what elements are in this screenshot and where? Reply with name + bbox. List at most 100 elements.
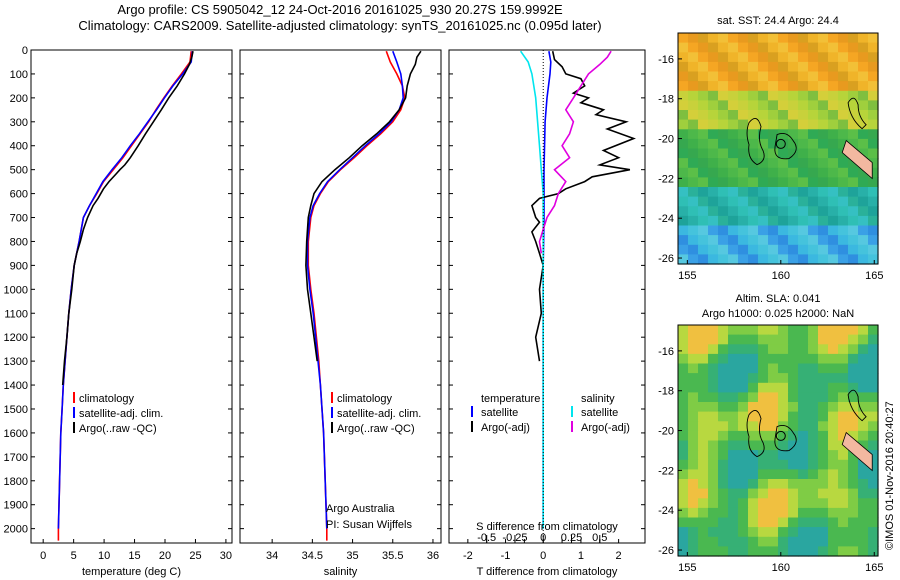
sst-map-cell bbox=[728, 138, 739, 150]
sst-map-cell bbox=[868, 61, 879, 73]
sla-map-cell bbox=[768, 546, 779, 557]
sla-map-cell bbox=[868, 517, 879, 528]
sst-map-cell bbox=[818, 148, 829, 159]
sla-map-cell bbox=[818, 488, 829, 499]
sst-map-cell bbox=[848, 138, 859, 150]
sst-map-cell bbox=[838, 187, 849, 198]
sla-map-cell bbox=[718, 450, 729, 461]
sla-map-cell bbox=[778, 507, 789, 519]
sst-map-cell bbox=[708, 187, 719, 198]
sla-map-cell bbox=[798, 469, 809, 480]
sst-map-cell bbox=[858, 167, 869, 178]
sla-map-cell bbox=[728, 527, 739, 538]
sla-map-cell bbox=[818, 546, 829, 557]
sla-map-lon-tick-label: 160 bbox=[772, 562, 790, 574]
sst-map-cell bbox=[858, 129, 869, 140]
sst-map-cell bbox=[738, 196, 749, 207]
sla-map-cell bbox=[858, 421, 869, 432]
sla-map-cell bbox=[868, 450, 879, 461]
sst-map-cell bbox=[798, 148, 809, 159]
sla-map-cell bbox=[808, 498, 819, 509]
sst-map-cell bbox=[678, 42, 689, 53]
sla-map-cell bbox=[678, 479, 689, 490]
sla-map-cell bbox=[758, 498, 769, 509]
sla-map-cell bbox=[808, 334, 819, 345]
sst-map-cell bbox=[838, 177, 849, 188]
sst-map-cell bbox=[868, 148, 879, 159]
sst-map-cell bbox=[758, 129, 769, 140]
sla-map-cell bbox=[728, 536, 739, 547]
sst-map-cell bbox=[818, 129, 829, 140]
sst-map-cell bbox=[848, 158, 859, 169]
sst-map-cell bbox=[758, 119, 769, 130]
sla-map-cell bbox=[758, 325, 769, 336]
sst-map-cell bbox=[678, 33, 689, 44]
sla-map-cell bbox=[848, 430, 859, 442]
sla-map-cell bbox=[788, 373, 799, 384]
sla-map-cell bbox=[678, 334, 689, 345]
sst-map-cell bbox=[718, 167, 729, 178]
sla-map-cell bbox=[828, 479, 839, 490]
sla-map-cell bbox=[828, 392, 839, 403]
sla-map-cell bbox=[698, 479, 709, 490]
sst-map-cell bbox=[828, 138, 839, 150]
sla-map-cell bbox=[688, 392, 699, 403]
sla-map-cell bbox=[818, 373, 829, 384]
sst-map-cell bbox=[788, 71, 799, 82]
sla-map-cell bbox=[838, 392, 849, 403]
salinity-diff-tick-label: -0.25 bbox=[502, 532, 527, 544]
temperature-x-axis-label: temperature (deg C) bbox=[82, 566, 181, 578]
sst-map-cell bbox=[728, 254, 739, 265]
sst-map-cell bbox=[838, 81, 849, 92]
sst-map-cell bbox=[728, 196, 739, 207]
sla-map-cell bbox=[858, 498, 869, 509]
sla-map-lon-tick-label: 165 bbox=[865, 562, 883, 574]
sst-map-cell bbox=[848, 196, 859, 207]
sla-map-cell bbox=[818, 507, 829, 519]
depth-tick-label: 700 bbox=[10, 213, 28, 225]
sla-map-title-line-1: Altim. SLA: 0.041 bbox=[736, 293, 821, 305]
sla-map-cell bbox=[768, 344, 779, 355]
legend-temp-satellite-swatch bbox=[471, 406, 473, 417]
salinity-series-argo-raw-qc bbox=[305, 50, 422, 362]
sst-map-cell bbox=[738, 158, 749, 169]
sla-map-cell bbox=[778, 382, 789, 393]
sla-map-cell bbox=[818, 536, 829, 547]
sst-map-cell bbox=[768, 52, 779, 63]
sla-map-cell bbox=[778, 527, 789, 538]
sla-map-cell bbox=[678, 469, 689, 480]
sla-map-cell bbox=[698, 363, 709, 374]
sla-map-cell bbox=[868, 421, 879, 432]
sla-map-cell bbox=[738, 325, 749, 336]
sla-map-cell bbox=[788, 382, 799, 393]
sst-map-cell bbox=[798, 42, 809, 53]
sst-map-cell bbox=[778, 100, 789, 111]
sst-map-cell bbox=[868, 119, 879, 130]
sla-map-cell bbox=[688, 450, 699, 461]
sla-map-cell bbox=[858, 382, 869, 393]
sst-map-lat-tick-label: -20 bbox=[658, 134, 674, 146]
sla-map-cell bbox=[758, 353, 769, 365]
sst-map-cell bbox=[868, 52, 879, 63]
sla-map-cell bbox=[748, 488, 759, 499]
sst-map-cell bbox=[778, 110, 789, 121]
sst-map-cell bbox=[688, 167, 699, 178]
salinity-plot-frame bbox=[239, 49, 442, 544]
depth-tick-label: 1700 bbox=[4, 452, 28, 464]
sst-map-cell bbox=[698, 110, 709, 121]
sst-map-cell bbox=[708, 138, 719, 150]
sla-map-cell bbox=[718, 469, 729, 480]
sla-map-cell bbox=[768, 488, 779, 499]
sla-map-cell bbox=[868, 325, 879, 336]
sst-map-cell bbox=[868, 81, 879, 92]
sla-map-cell bbox=[758, 373, 769, 384]
sla-map-cell bbox=[738, 536, 749, 547]
sla-map-cell bbox=[768, 507, 779, 519]
sla-map-cell bbox=[798, 325, 809, 336]
sla-map-cell bbox=[808, 450, 819, 461]
sla-map-cell bbox=[808, 363, 819, 374]
sst-map-cell bbox=[798, 138, 809, 150]
sla-map-cell bbox=[838, 421, 849, 432]
sst-map-cell bbox=[718, 129, 729, 140]
sla-map-cell bbox=[828, 517, 839, 528]
